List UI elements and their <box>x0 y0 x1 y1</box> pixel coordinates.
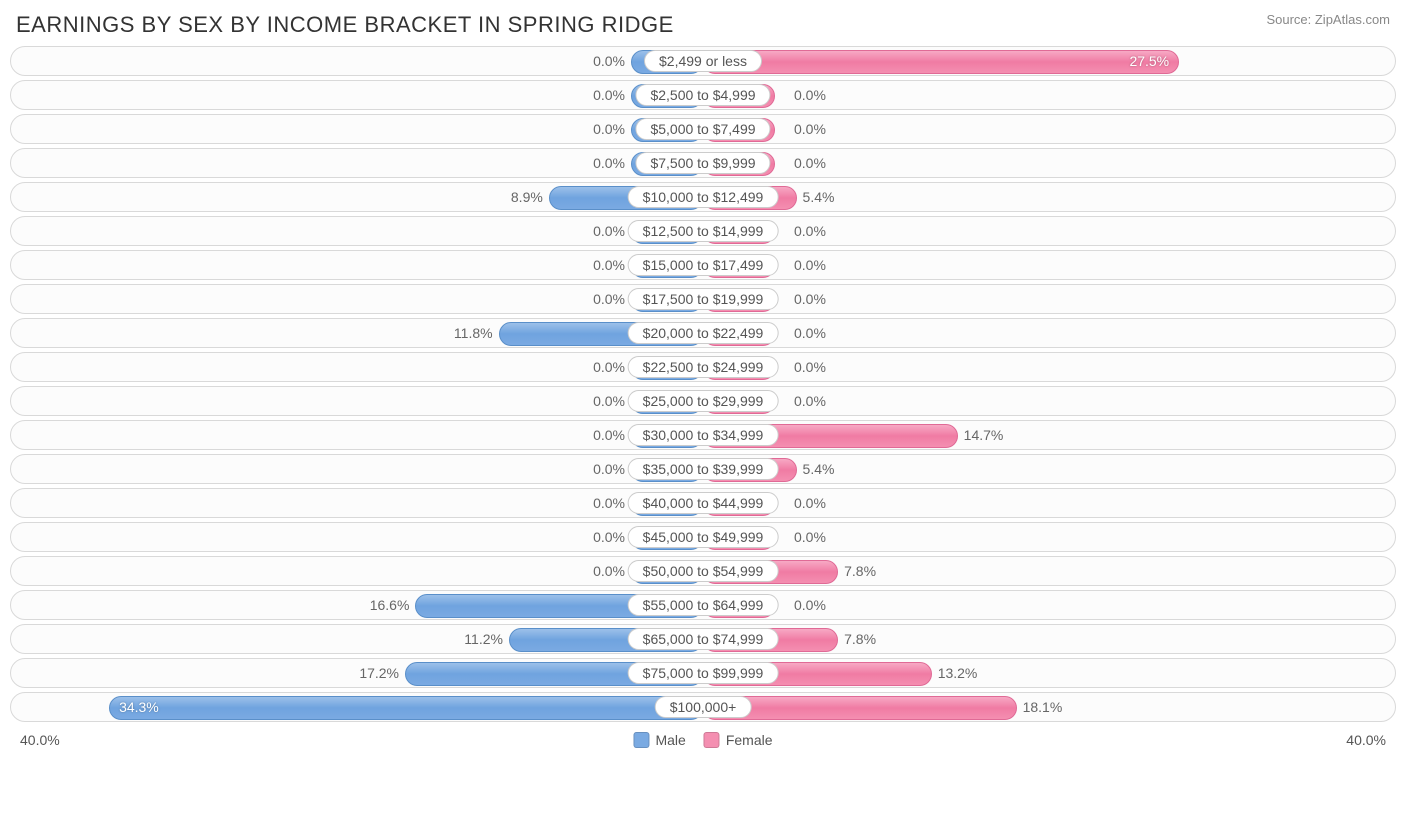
category-label: $2,499 or less <box>644 50 762 72</box>
male-percent: 11.2% <box>464 631 503 647</box>
female-percent: 0.0% <box>794 291 826 307</box>
diverging-bar-chart: 0.0% 27.5% $2,499 or less 0.0% 0.0% $2,500 to… <box>0 46 1406 722</box>
female-percent: 13.2% <box>938 665 978 681</box>
legend: Male Female <box>633 732 772 748</box>
chart-row: 0.0% 0.0% $7,500 to $9,999 <box>10 148 1396 178</box>
female-percent: 0.0% <box>794 87 826 103</box>
category-label: $75,000 to $99,999 <box>628 662 779 684</box>
male-percent: 17.2% <box>359 665 399 681</box>
female-percent: 0.0% <box>794 359 826 375</box>
chart-row: 11.8% 0.0% $20,000 to $22,499 <box>10 318 1396 348</box>
legend-label-male: Male <box>655 732 685 748</box>
chart-row: 16.6% 0.0% $55,000 to $64,999 <box>10 590 1396 620</box>
female-percent: 0.0% <box>794 155 826 171</box>
chart-row: 0.0% 0.0% $2,500 to $4,999 <box>10 80 1396 110</box>
chart-row: 0.0% 5.4% $35,000 to $39,999 <box>10 454 1396 484</box>
female-percent: 0.0% <box>794 121 826 137</box>
category-label: $7,500 to $9,999 <box>635 152 770 174</box>
chart-row: 34.3% 18.1% $100,000+ <box>10 692 1396 722</box>
category-label: $25,000 to $29,999 <box>628 390 779 412</box>
legend-item-male: Male <box>633 732 685 748</box>
legend-label-female: Female <box>726 732 773 748</box>
female-percent: 5.4% <box>803 461 835 477</box>
female-bar <box>703 50 1179 74</box>
chart-row: 0.0% 0.0% $5,000 to $7,499 <box>10 114 1396 144</box>
female-percent: 0.0% <box>794 529 826 545</box>
male-percent: 0.0% <box>593 121 625 137</box>
source-attribution: Source: ZipAtlas.com <box>1266 12 1390 27</box>
male-percent: 0.0% <box>593 393 625 409</box>
category-label: $50,000 to $54,999 <box>628 560 779 582</box>
category-label: $12,500 to $14,999 <box>628 220 779 242</box>
male-swatch-icon <box>633 732 649 748</box>
female-percent: 5.4% <box>803 189 835 205</box>
chart-row: 17.2% 13.2% $75,000 to $99,999 <box>10 658 1396 688</box>
chart-row: 0.0% 27.5% $2,499 or less <box>10 46 1396 76</box>
chart-row: 0.0%0.0%$15,000 to $17,499 <box>10 250 1396 280</box>
chart-row: 0.0%0.0%$45,000 to $49,999 <box>10 522 1396 552</box>
chart-row: 0.0%0.0%$25,000 to $29,999 <box>10 386 1396 416</box>
chart-row: 0.0% 7.8% $50,000 to $54,999 <box>10 556 1396 586</box>
category-label: $35,000 to $39,999 <box>628 458 779 480</box>
chart-row: 8.9% 5.4% $10,000 to $12,499 <box>10 182 1396 212</box>
category-label: $20,000 to $22,499 <box>628 322 779 344</box>
chart-row: 0.0%0.0%$12,500 to $14,999 <box>10 216 1396 246</box>
male-percent: 0.0% <box>593 291 625 307</box>
male-percent: 11.8% <box>454 325 493 341</box>
category-label: $45,000 to $49,999 <box>628 526 779 548</box>
female-percent: 0.0% <box>794 257 826 273</box>
chart-row: 0.0%0.0%$40,000 to $44,999 <box>10 488 1396 518</box>
male-percent: 0.0% <box>593 529 625 545</box>
male-percent: 0.0% <box>593 461 625 477</box>
chart-row: 0.0%0.0%$22,500 to $24,999 <box>10 352 1396 382</box>
male-percent: 0.0% <box>593 359 625 375</box>
male-percent: 0.0% <box>593 257 625 273</box>
category-label: $17,500 to $19,999 <box>628 288 779 310</box>
category-label: $40,000 to $44,999 <box>628 492 779 514</box>
chart-row: 11.2% 7.8% $65,000 to $74,999 <box>10 624 1396 654</box>
female-percent: 0.0% <box>794 223 826 239</box>
male-bar <box>109 696 703 720</box>
category-label: $30,000 to $34,999 <box>628 424 779 446</box>
male-percent: 0.0% <box>593 563 625 579</box>
category-label: $15,000 to $17,499 <box>628 254 779 276</box>
female-percent: 0.0% <box>794 393 826 409</box>
chart-title: EARNINGS BY SEX BY INCOME BRACKET IN SPR… <box>16 12 674 38</box>
chart-row: 0.0% 14.7% $30,000 to $34,999 <box>10 420 1396 450</box>
category-label: $100,000+ <box>655 696 752 718</box>
male-percent: 0.0% <box>593 87 625 103</box>
female-percent: 7.8% <box>844 563 876 579</box>
male-percent: 0.0% <box>593 53 625 69</box>
female-percent: 7.8% <box>844 631 876 647</box>
male-percent: 16.6% <box>370 597 410 613</box>
male-percent: 0.0% <box>593 155 625 171</box>
category-label: $65,000 to $74,999 <box>628 628 779 650</box>
legend-item-female: Female <box>704 732 773 748</box>
category-label: $10,000 to $12,499 <box>628 186 779 208</box>
axis-max-right: 40.0% <box>1346 732 1386 748</box>
chart-row: 0.0%0.0%$17,500 to $19,999 <box>10 284 1396 314</box>
male-percent: 34.3% <box>119 699 159 715</box>
header: EARNINGS BY SEX BY INCOME BRACKET IN SPR… <box>0 0 1406 46</box>
female-percent: 27.5% <box>1129 53 1169 69</box>
axis-max-left: 40.0% <box>20 732 60 748</box>
male-percent: 0.0% <box>593 427 625 443</box>
female-percent: 0.0% <box>794 495 826 511</box>
male-percent: 8.9% <box>511 189 543 205</box>
female-percent: 14.7% <box>964 427 1004 443</box>
category-label: $5,000 to $7,499 <box>635 118 770 140</box>
category-label: $55,000 to $64,999 <box>628 594 779 616</box>
female-percent: 18.1% <box>1023 699 1063 715</box>
category-label: $22,500 to $24,999 <box>628 356 779 378</box>
female-percent: 0.0% <box>794 325 826 341</box>
female-swatch-icon <box>704 732 720 748</box>
category-label: $2,500 to $4,999 <box>635 84 770 106</box>
male-percent: 0.0% <box>593 223 625 239</box>
female-percent: 0.0% <box>794 597 826 613</box>
male-percent: 0.0% <box>593 495 625 511</box>
chart-footer: 40.0% Male Female 40.0% <box>0 726 1406 754</box>
